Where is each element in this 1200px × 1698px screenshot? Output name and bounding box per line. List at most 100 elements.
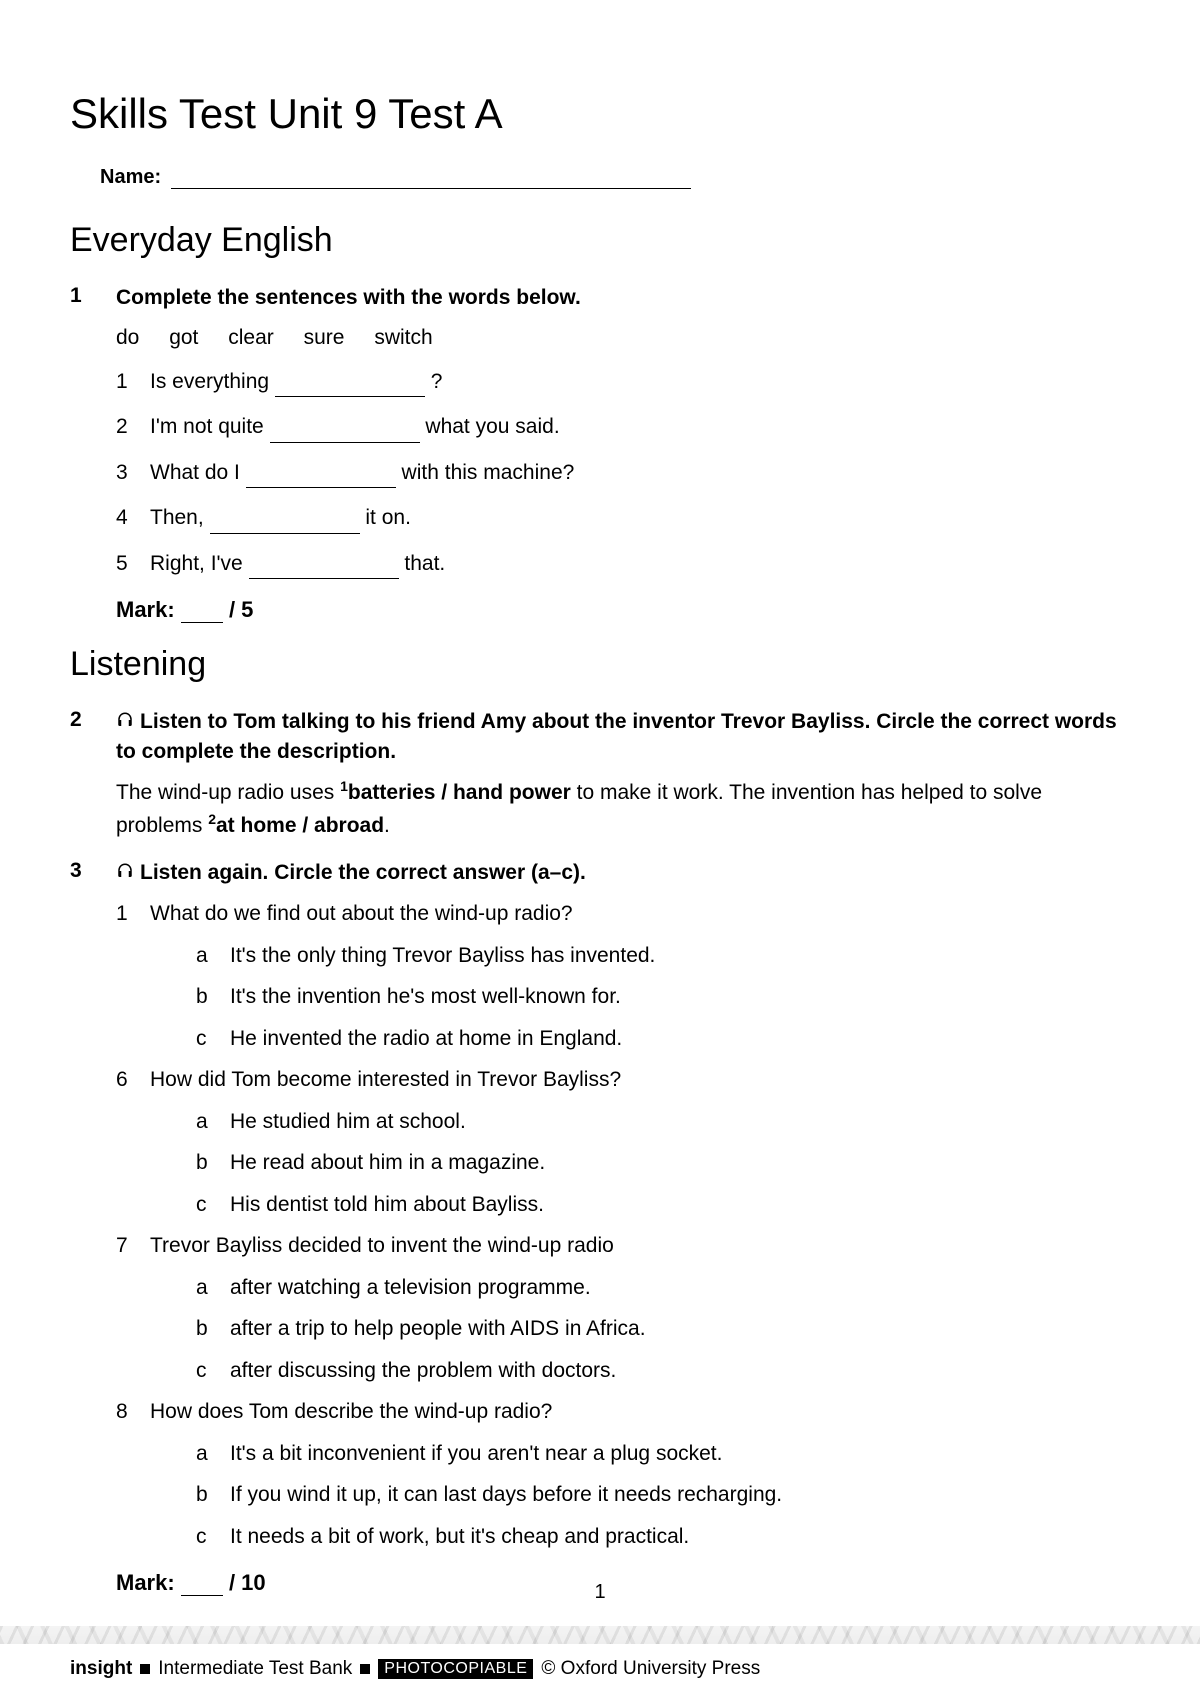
option-text: It needs a bit of work, but it's cheap a… [230, 1521, 689, 1553]
option-letter: a [196, 1106, 230, 1138]
answer-option[interactable]: cHis dentist told him about Bayliss. [196, 1189, 1130, 1221]
option-text: It's the invention he's most well-known … [230, 981, 621, 1013]
page-edge-decoration [0, 1626, 1200, 1644]
footer: insight Intermediate Test Bank PHOTOCOPI… [70, 1658, 760, 1680]
item-number: 3 [116, 457, 150, 489]
option-letter: b [196, 981, 230, 1013]
exercise-1: 1 Complete the sentences with the words … [70, 284, 1130, 579]
name-input-line[interactable] [171, 188, 691, 189]
answer-option[interactable]: aIt's the only thing Trevor Bayliss has … [196, 940, 1130, 972]
option-letter: c [196, 1189, 230, 1221]
item-number: 1 [116, 366, 150, 398]
question-item: 6How did Tom become interested in Trevor… [116, 1064, 1130, 1220]
item-number: 5 [116, 548, 150, 580]
fill-in-list: 1Is everything ?2I'm not quite what you … [116, 366, 1130, 580]
text: The wind-up radio uses [116, 781, 340, 804]
item-text: Is everything ? [150, 366, 442, 398]
headphones-icon [116, 860, 134, 888]
word-bank-item: sure [304, 326, 345, 349]
answer-option[interactable]: aafter watching a television programme. [196, 1272, 1130, 1304]
choice-bold[interactable]: batteries / hand power [348, 781, 571, 804]
answer-option[interactable]: bIf you wind it up, it can last days bef… [196, 1479, 1130, 1511]
question-item: 1What do we find out about the wind-up r… [116, 898, 1130, 1054]
answer-option[interactable]: cIt needs a bit of work, but it's cheap … [196, 1521, 1130, 1553]
answer-blank[interactable] [270, 442, 420, 443]
mark-total: / 5 [229, 597, 253, 622]
mark-blank[interactable] [181, 1595, 223, 1596]
answer-blank[interactable] [249, 578, 399, 579]
option-letter: b [196, 1313, 230, 1345]
question-text: How did Tom become interested in Trevor … [150, 1064, 621, 1096]
option-letter: c [196, 1355, 230, 1387]
option-text: It's a bit inconvenient if you aren't ne… [230, 1438, 722, 1470]
exercise-instruction: Listen again. Circle the correct answer … [116, 859, 586, 888]
answer-option[interactable]: bafter a trip to help people with AIDS i… [196, 1313, 1130, 1345]
fill-item: 2I'm not quite what you said. [116, 411, 1130, 443]
answer-blank[interactable] [275, 396, 425, 397]
option-letter: a [196, 1272, 230, 1304]
word-bank-item: got [169, 326, 198, 349]
option-text: If you wind it up, it can last days befo… [230, 1479, 782, 1511]
question-item: 8How does Tom describe the wind-up radio… [116, 1396, 1130, 1552]
fill-item: 1Is everything ? [116, 366, 1130, 398]
word-bank-item: switch [374, 326, 432, 349]
answer-blank[interactable] [210, 533, 360, 534]
answer-option[interactable]: cHe invented the radio at home in Englan… [196, 1023, 1130, 1055]
text: . [384, 814, 390, 837]
exercise-2-body: The wind-up radio uses 1batteries / hand… [116, 776, 1130, 841]
fill-item: 3What do I with this machine? [116, 457, 1130, 489]
option-letter: b [196, 1479, 230, 1511]
superscript: 2 [208, 811, 216, 827]
section-heading-everyday-english: Everyday English [70, 221, 1130, 260]
question-list: 1What do we find out about the wind-up r… [116, 898, 1130, 1552]
answer-option[interactable]: aIt's a bit inconvenient if you aren't n… [196, 1438, 1130, 1470]
answer-option[interactable]: bHe read about him in a magazine. [196, 1147, 1130, 1179]
fill-item: 4Then, it on. [116, 502, 1130, 534]
section-heading-listening: Listening [70, 645, 1130, 684]
item-text: Right, I've that. [150, 548, 445, 580]
square-bullet-icon [360, 1664, 370, 1674]
page-number: 1 [594, 1581, 605, 1604]
answer-blank[interactable] [246, 487, 396, 488]
question-number: 8 [116, 1396, 150, 1428]
option-text: after a trip to help people with AIDS in… [230, 1313, 646, 1345]
name-field-row: Name: [100, 166, 1130, 189]
mark-blank[interactable] [181, 622, 223, 623]
choice-bold[interactable]: at home / abroad [216, 814, 384, 837]
exercise-number: 3 [70, 859, 116, 883]
question-text: How does Tom describe the wind-up radio? [150, 1396, 552, 1428]
exercise-instruction: Listen to Tom talking to his friend Amy … [116, 708, 1130, 766]
option-text: He studied him at school. [230, 1106, 466, 1138]
option-text: His dentist told him about Bayliss. [230, 1189, 544, 1221]
option-text: after discussing the problem with doctor… [230, 1355, 616, 1387]
option-text: after watching a television programme. [230, 1272, 591, 1304]
mark-line-1: Mark: / 5 [116, 597, 1130, 623]
question-item: 7Trevor Bayliss decided to invent the wi… [116, 1230, 1130, 1386]
exercise-instruction: Complete the sentences with the words be… [116, 284, 581, 312]
square-bullet-icon [140, 1664, 150, 1674]
answer-option[interactable]: aHe studied him at school. [196, 1106, 1130, 1138]
mark-label: Mark: [116, 1570, 175, 1595]
word-bank-item: clear [228, 326, 274, 349]
item-text: What do I with this machine? [150, 457, 574, 489]
exercise-number: 1 [70, 284, 116, 308]
question-number: 7 [116, 1230, 150, 1262]
footer-mid: Intermediate Test Bank [158, 1658, 352, 1680]
option-letter: b [196, 1147, 230, 1179]
photocopiable-badge: PHOTOCOPIABLE [378, 1659, 533, 1679]
item-number: 4 [116, 502, 150, 534]
answer-option[interactable]: bIt's the invention he's most well-known… [196, 981, 1130, 1013]
item-number: 2 [116, 411, 150, 443]
word-bank: do got clear sure switch [116, 322, 1130, 354]
exercise-number: 2 [70, 708, 116, 732]
mark-line-2: Mark: / 10 [116, 1570, 1130, 1596]
page-title: Skills Test Unit 9 Test A [70, 90, 1130, 138]
option-text: He read about him in a magazine. [230, 1147, 545, 1179]
name-label: Name: [100, 166, 161, 188]
item-text: Then, it on. [150, 502, 411, 534]
word-bank-item: do [116, 326, 139, 349]
option-letter: a [196, 940, 230, 972]
answer-option[interactable]: cafter discussing the problem with docto… [196, 1355, 1130, 1387]
superscript: 1 [340, 778, 348, 794]
item-text: I'm not quite what you said. [150, 411, 560, 443]
